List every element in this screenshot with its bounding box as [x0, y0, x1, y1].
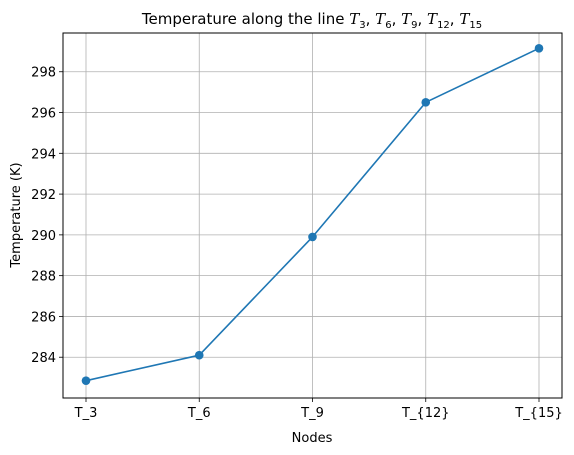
title-separator: ,: [392, 10, 402, 28]
title-term-base: T: [427, 10, 438, 28]
x-tick-label: T_6: [187, 406, 211, 421]
x-tick-label: T_{12}: [401, 406, 450, 421]
y-axis-ticks: 284 286 288 290 292 294 296 298: [31, 66, 63, 366]
chart-title: Temperature along the line T3, T6, T9, T…: [141, 10, 482, 31]
data-point-marker: [81, 376, 91, 385]
title-separator: ,: [450, 10, 460, 28]
data-point-marker: [421, 98, 431, 107]
data-point-marker: [308, 232, 317, 242]
title-term-subscript: 12: [437, 20, 450, 31]
grid-lines: [63, 33, 562, 398]
title-separator: ,: [366, 10, 376, 28]
y-tick-label: 292: [31, 188, 56, 203]
title-term-base: T: [459, 10, 470, 28]
data-point-marker: [534, 43, 544, 53]
title-text: Temperature along the line: [141, 10, 349, 28]
x-axis-label: Nodes: [292, 431, 333, 446]
y-tick-label: 284: [31, 351, 56, 366]
title-term-subscript: 15: [469, 20, 482, 31]
title-term-subscript: 6: [385, 20, 391, 31]
y-tick-label: 288: [31, 270, 56, 285]
data-point-marker: [194, 350, 204, 360]
x-tick-label: T_9: [300, 406, 324, 421]
y-tick-label: 296: [31, 107, 56, 122]
series-group: [81, 43, 544, 385]
y-tick-label: 298: [31, 66, 56, 81]
y-tick-label: 294: [31, 147, 56, 162]
x-tick-label: T_3: [74, 406, 98, 421]
title-term-base: T: [375, 10, 386, 28]
title-term-base: T: [401, 10, 412, 28]
title-term-subscript: 9: [411, 20, 417, 31]
x-tick-label: T_{15}: [514, 406, 563, 421]
title-term-base: T: [349, 10, 360, 28]
title-term-subscript: 3: [359, 20, 365, 31]
title-separator: ,: [418, 10, 428, 28]
y-tick-label: 286: [31, 310, 56, 325]
x-axis-ticks: T_3 T_6 T_9 T_{12} T_{15}: [74, 398, 563, 421]
y-axis-label: Temperature (K): [9, 162, 24, 268]
y-tick-label: 290: [31, 229, 56, 244]
